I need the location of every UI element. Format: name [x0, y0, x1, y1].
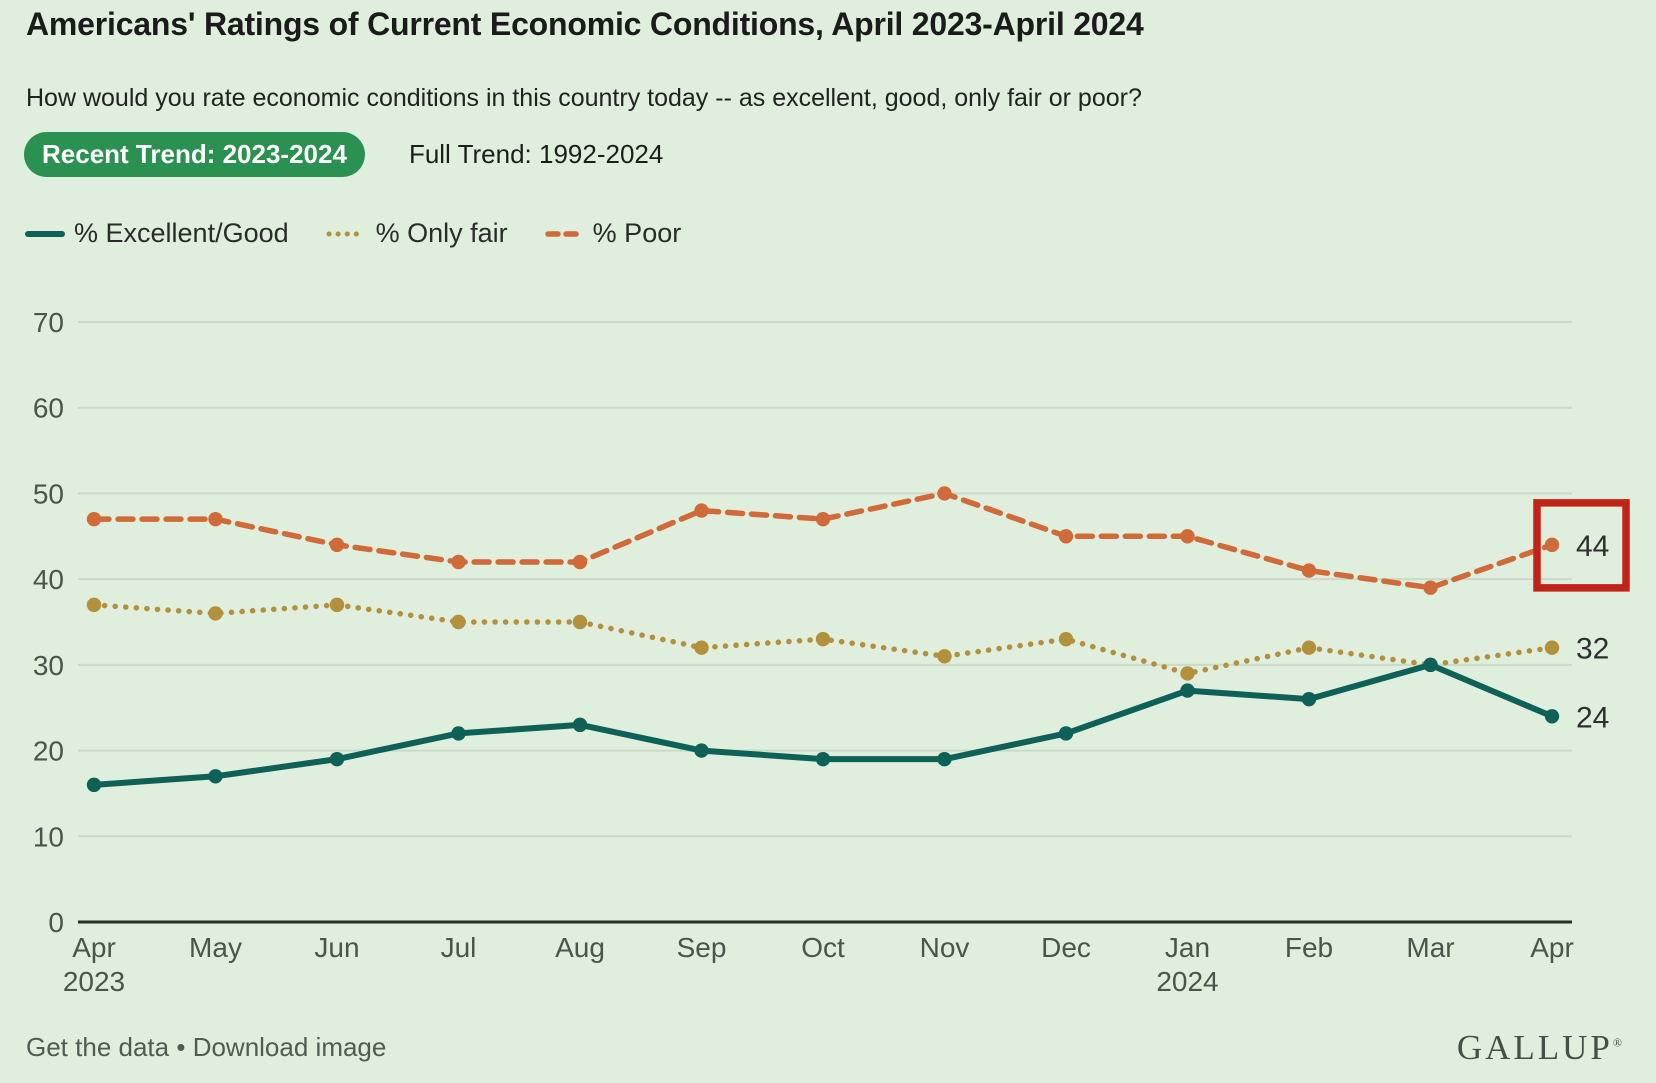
highlight-box — [1533, 499, 1630, 592]
data-point-pct-poor-sep-5[interactable] — [694, 503, 709, 518]
x-tick-label: Jun — [314, 932, 359, 963]
data-point-pct-only-fair-jan-9[interactable] — [1180, 666, 1195, 681]
data-point-pct-only-fair-oct-6[interactable] — [815, 631, 831, 647]
download-image-link[interactable]: Download image — [192, 1032, 387, 1062]
data-point-pct-poor-apr-0[interactable] — [86, 511, 102, 527]
data-point-pct-excellent-good-feb-10[interactable] — [1301, 691, 1317, 707]
data-point-pct-only-fair-apr-12[interactable] — [1544, 640, 1560, 655]
legend-item-excellent-good: % Excellent/Good — [25, 218, 289, 249]
x-tick-label: Jul — [441, 932, 477, 963]
data-point-pct-excellent-good-jul-3[interactable] — [451, 726, 466, 741]
x-tick-label: May — [189, 932, 242, 963]
y-tick-label: 10 — [33, 821, 64, 852]
legend-item-poor: % Poor — [544, 218, 682, 249]
x-tick-label: Apr — [72, 932, 116, 963]
gallup-logo: GALLUP® — [1456, 1028, 1622, 1067]
data-point-pct-excellent-good-mar-11[interactable] — [1423, 657, 1438, 673]
end-value-label-pct-poor: 44 — [1576, 530, 1609, 563]
series-line-pct-excellent-good — [91, 661, 1555, 788]
x-tick-year-label: 2024 — [1156, 966, 1218, 997]
x-tick-label: Apr — [1530, 932, 1574, 963]
data-point-pct-excellent-good-apr-12[interactable] — [1544, 709, 1560, 724]
registered-mark: ® — [1612, 1035, 1622, 1050]
data-point-pct-poor-dec-8[interactable] — [1058, 529, 1074, 544]
x-tick-label: Sep — [677, 932, 727, 963]
data-point-pct-excellent-good-aug-4[interactable] — [572, 717, 588, 733]
data-point-pct-poor-aug-4[interactable] — [572, 554, 588, 570]
end-value-label-pct-excellent-good: 24 — [1576, 701, 1609, 734]
tab-full-trend[interactable]: Full Trend: 1992-2024 — [408, 138, 664, 169]
x-tick-label: Mar — [1406, 932, 1454, 963]
legend-item-only-fair: % Only fair — [325, 218, 508, 249]
y-tick-label: 20 — [33, 736, 64, 767]
trend-tabs: Recent Trend: 2023-2024 Full Trend: 1992… — [24, 131, 663, 177]
y-tick-label: 40 — [33, 564, 64, 595]
data-point-pct-poor-mar-11[interactable] — [1423, 580, 1438, 595]
get-the-data-link[interactable]: Get the data — [26, 1032, 170, 1062]
data-point-pct-only-fair-feb-10[interactable] — [1301, 640, 1317, 655]
y-tick-label: 60 — [33, 393, 64, 424]
data-point-pct-excellent-good-oct-6[interactable] — [815, 751, 831, 767]
data-point-pct-only-fair-nov-7[interactable] — [937, 649, 952, 664]
x-tick-label: Feb — [1285, 932, 1333, 963]
x-tick-year-label: 2023 — [63, 966, 125, 997]
data-point-pct-excellent-good-dec-8[interactable] — [1058, 726, 1074, 741]
end-value-label-pct-only-fair: 32 — [1576, 633, 1609, 666]
data-point-pct-poor-jan-9[interactable] — [1180, 529, 1195, 544]
data-point-pct-poor-oct-6[interactable] — [815, 511, 831, 527]
tab-recent-trend[interactable]: Recent Trend: 2023-2024 — [24, 131, 365, 177]
data-point-pct-poor-may-1[interactable] — [208, 511, 223, 527]
x-tick-label: Nov — [920, 932, 970, 963]
data-point-pct-excellent-good-sep-5[interactable] — [694, 743, 709, 758]
series-line-pct-poor — [91, 490, 1555, 591]
legend-label: % Excellent/Good — [74, 218, 289, 248]
data-point-pct-only-fair-apr-0[interactable] — [86, 597, 102, 613]
data-point-pct-only-fair-dec-8[interactable] — [1058, 631, 1074, 647]
data-point-pct-only-fair-jun-2[interactable] — [329, 597, 345, 613]
y-tick-label: 30 — [33, 650, 64, 681]
legend-label: % Only fair — [375, 218, 508, 248]
y-tick-label: 50 — [33, 478, 64, 509]
data-point-pct-only-fair-sep-5[interactable] — [694, 640, 709, 655]
data-point-pct-excellent-good-jan-9[interactable] — [1180, 683, 1195, 698]
data-point-pct-poor-nov-7[interactable] — [937, 486, 952, 501]
page-title: Americans' Ratings of Current Economic C… — [26, 6, 1144, 42]
x-tick-label: Dec — [1041, 932, 1091, 963]
data-point-pct-poor-jul-3[interactable] — [451, 554, 466, 570]
legend-swatch-dotted-line-icon — [326, 231, 367, 236]
data-point-pct-poor-jun-2[interactable] — [329, 537, 345, 553]
chart-legend: % Excellent/Good % Only fair % Poor — [25, 218, 681, 249]
legend-swatch-solid-line-icon — [25, 230, 65, 237]
data-point-pct-poor-apr-12[interactable] — [1544, 537, 1560, 553]
data-point-pct-excellent-good-nov-7[interactable] — [937, 751, 952, 767]
data-point-pct-excellent-good-jun-2[interactable] — [329, 751, 345, 767]
footer-separator: • — [176, 1032, 186, 1062]
data-point-pct-poor-feb-10[interactable] — [1301, 563, 1317, 578]
data-point-pct-excellent-good-may-1[interactable] — [208, 769, 223, 784]
legend-label: % Poor — [592, 218, 682, 248]
data-point-pct-only-fair-may-1[interactable] — [208, 606, 223, 621]
x-tick-label: Oct — [801, 932, 845, 963]
y-tick-label: 70 — [33, 307, 64, 338]
y-tick-label: 0 — [48, 907, 64, 938]
x-tick-label: Aug — [555, 932, 605, 963]
legend-swatch-dashed-line-icon — [544, 230, 583, 237]
data-point-pct-excellent-good-apr-0[interactable] — [86, 777, 102, 793]
x-tick-label: Jan — [1165, 932, 1210, 963]
footer-links: Get the data • Download image — [26, 1032, 386, 1063]
data-point-pct-only-fair-aug-4[interactable] — [572, 614, 588, 630]
data-point-pct-only-fair-jul-3[interactable] — [451, 614, 466, 630]
survey-question: How would you rate economic conditions i… — [26, 84, 1142, 112]
